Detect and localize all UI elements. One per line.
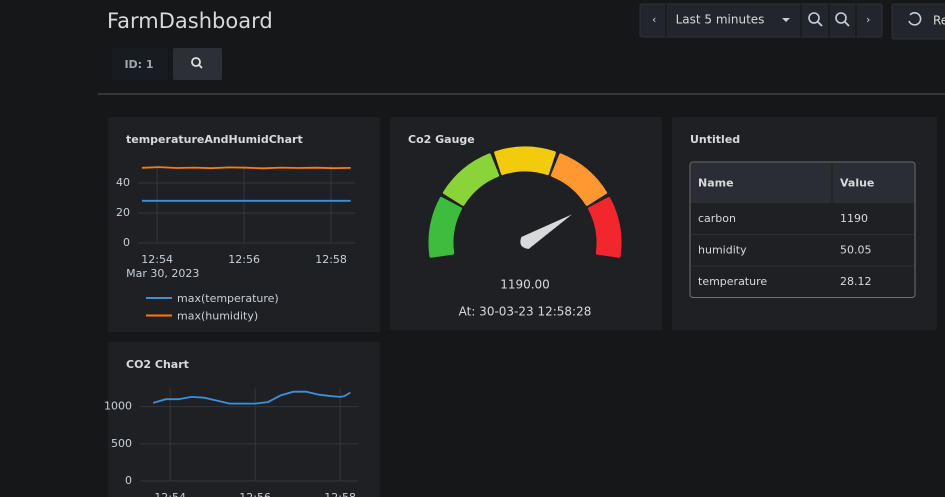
panel [390, 117, 662, 330]
panel [108, 342, 380, 497]
search-icon [191, 57, 201, 67]
y-tick-label: 500 [111, 437, 132, 450]
panel-title: Co2 Gauge [408, 133, 475, 146]
gauge-segment [442, 153, 500, 206]
gauge-segment [428, 196, 463, 258]
y-tick-label: 20 [116, 206, 130, 219]
gauge-segment [587, 196, 622, 258]
variable-label-box [112, 48, 168, 80]
x-tick-label: 12:56 [228, 253, 260, 266]
time-picker-group [639, 3, 883, 38]
panel-title: temperatureAndHumidChart [126, 133, 303, 146]
gauge-segment [550, 153, 608, 206]
legend-label: max(temperature) [177, 292, 279, 305]
refresh-icon [908, 12, 922, 26]
x-tick-label: 12:54 [154, 491, 186, 497]
search-button[interactable] [173, 48, 222, 80]
table-cell: temperature [698, 275, 767, 288]
gauge-timestamp: At: 30-03-23 12:58:28 [459, 305, 592, 319]
y-tick-label: 0 [123, 236, 130, 249]
series-line [152, 390, 351, 405]
panel-title: CO2 Chart [126, 358, 189, 371]
panel-title: Untitled [690, 133, 740, 146]
dashboard-title: FarmDashboard [107, 9, 273, 33]
y-tick-label: 40 [116, 176, 130, 189]
time-back[interactable]: ‹ [652, 13, 656, 26]
table-cell: 1190 [840, 212, 868, 225]
search-icon [198, 64, 203, 69]
refresh-button[interactable] [891, 3, 945, 40]
x-tick-label: 12:58 [315, 253, 347, 266]
table-cell: 28.12 [840, 275, 872, 288]
gauge-value: 1190.00 [500, 278, 550, 292]
gauge-needle [520, 214, 572, 249]
table-header [691, 163, 914, 203]
series-line [141, 166, 351, 170]
table-cell: 50.05 [840, 243, 872, 256]
time-range[interactable]: Last 5 minutes [676, 13, 765, 27]
y-tick-label: 0 [125, 474, 132, 487]
column-header: Value [840, 177, 874, 190]
table-cell: carbon [698, 212, 736, 225]
x-tick-label: 12:58 [324, 491, 356, 497]
zoom-out[interactable] [835, 12, 850, 27]
x-date-label: Mar 30, 2023 [126, 267, 199, 280]
column-header: Name [698, 177, 734, 190]
time-forward[interactable]: › [866, 13, 870, 26]
legend-label: max(humidity) [177, 310, 258, 323]
x-tick-label: 12:54 [141, 253, 173, 266]
x-tick-label: 12:56 [239, 491, 271, 497]
gauge-segment [494, 146, 556, 176]
caret [782, 18, 790, 22]
zoom-in[interactable] [808, 12, 823, 27]
y-tick-label: 1000 [104, 400, 132, 413]
table-cell: humidity [698, 243, 747, 256]
variable-label: ID: 1 [124, 58, 153, 71]
refresh-label: Re [933, 14, 945, 28]
